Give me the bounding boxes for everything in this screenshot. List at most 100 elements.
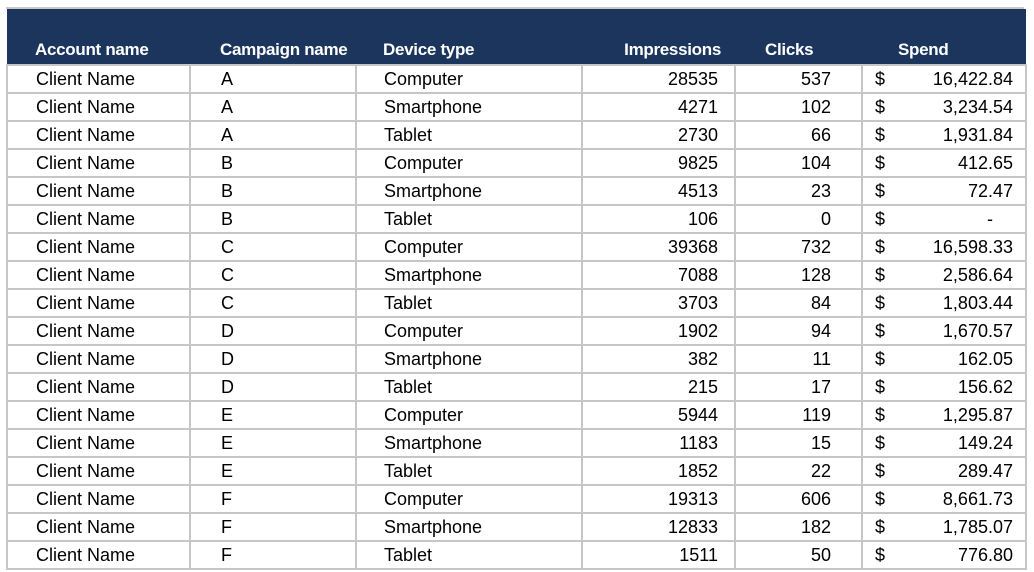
- cell-spend[interactable]: $1,803.44: [861, 288, 1027, 318]
- cell-impressions[interactable]: 382: [581, 344, 736, 374]
- cell-account[interactable]: Client Name: [6, 260, 191, 290]
- cell-spend[interactable]: $3,234.54: [861, 92, 1027, 122]
- cell-spend[interactable]: $776.80: [861, 540, 1027, 570]
- cell-account[interactable]: Client Name: [6, 120, 191, 150]
- header-clicks[interactable]: Clicks: [735, 9, 862, 65]
- cell-account[interactable]: Client Name: [6, 288, 191, 318]
- cell-clicks[interactable]: 0: [734, 204, 863, 234]
- cell-device[interactable]: Computer: [355, 484, 583, 514]
- cell-clicks[interactable]: 128: [734, 260, 863, 290]
- cell-clicks[interactable]: 23: [734, 176, 863, 206]
- cell-clicks[interactable]: 119: [734, 400, 863, 430]
- cell-device[interactable]: Tablet: [355, 456, 583, 486]
- header-campaign[interactable]: Campaign name: [190, 9, 356, 65]
- cell-impressions[interactable]: 1852: [581, 456, 736, 486]
- cell-impressions[interactable]: 12833: [581, 512, 736, 542]
- cell-account[interactable]: Client Name: [6, 456, 191, 486]
- cell-impressions[interactable]: 106: [581, 204, 736, 234]
- cell-device[interactable]: Smartphone: [355, 428, 583, 458]
- header-impressions[interactable]: Impressions: [582, 9, 735, 65]
- cell-device[interactable]: Computer: [355, 148, 583, 178]
- cell-spend[interactable]: $ -: [861, 204, 1027, 234]
- cell-campaign[interactable]: F: [189, 512, 357, 542]
- cell-clicks[interactable]: 17: [734, 372, 863, 402]
- cell-impressions[interactable]: 5944: [581, 400, 736, 430]
- cell-account[interactable]: Client Name: [6, 232, 191, 262]
- cell-device[interactable]: Smartphone: [355, 176, 583, 206]
- cell-impressions[interactable]: 1902: [581, 316, 736, 346]
- cell-spend[interactable]: $8,661.73: [861, 484, 1027, 514]
- cell-account[interactable]: Client Name: [6, 176, 191, 206]
- cell-clicks[interactable]: 50: [734, 540, 863, 570]
- cell-account[interactable]: Client Name: [6, 540, 191, 570]
- cell-impressions[interactable]: 3703: [581, 288, 736, 318]
- cell-spend[interactable]: $72.47: [861, 176, 1027, 206]
- cell-campaign[interactable]: C: [189, 288, 357, 318]
- cell-device[interactable]: Tablet: [355, 204, 583, 234]
- cell-account[interactable]: Client Name: [6, 512, 191, 542]
- cell-clicks[interactable]: 11: [734, 344, 863, 374]
- cell-campaign[interactable]: E: [189, 428, 357, 458]
- cell-device[interactable]: Smartphone: [355, 512, 583, 542]
- cell-spend[interactable]: $1,670.57: [861, 316, 1027, 346]
- cell-clicks[interactable]: 66: [734, 120, 863, 150]
- cell-campaign[interactable]: D: [189, 316, 357, 346]
- cell-spend[interactable]: $1,785.07: [861, 512, 1027, 542]
- cell-device[interactable]: Tablet: [355, 120, 583, 150]
- cell-impressions[interactable]: 19313: [581, 484, 736, 514]
- cell-spend[interactable]: $1,295.87: [861, 400, 1027, 430]
- cell-account[interactable]: Client Name: [6, 204, 191, 234]
- cell-campaign[interactable]: A: [189, 120, 357, 150]
- cell-clicks[interactable]: 182: [734, 512, 863, 542]
- cell-campaign[interactable]: D: [189, 344, 357, 374]
- cell-spend[interactable]: $156.62: [861, 372, 1027, 402]
- cell-clicks[interactable]: 606: [734, 484, 863, 514]
- cell-clicks[interactable]: 22: [734, 456, 863, 486]
- cell-impressions[interactable]: 7088: [581, 260, 736, 290]
- cell-device[interactable]: Tablet: [355, 372, 583, 402]
- header-account[interactable]: Account name: [7, 9, 190, 65]
- cell-campaign[interactable]: F: [189, 540, 357, 570]
- cell-device[interactable]: Tablet: [355, 288, 583, 318]
- cell-campaign[interactable]: B: [189, 176, 357, 206]
- cell-campaign[interactable]: B: [189, 204, 357, 234]
- cell-clicks[interactable]: 104: [734, 148, 863, 178]
- cell-account[interactable]: Client Name: [6, 428, 191, 458]
- cell-spend[interactable]: $16,598.33: [861, 232, 1027, 262]
- cell-clicks[interactable]: 84: [734, 288, 863, 318]
- cell-account[interactable]: Client Name: [6, 344, 191, 374]
- cell-device[interactable]: Computer: [355, 316, 583, 346]
- cell-clicks[interactable]: 732: [734, 232, 863, 262]
- cell-impressions[interactable]: 39368: [581, 232, 736, 262]
- cell-impressions[interactable]: 2730: [581, 120, 736, 150]
- cell-account[interactable]: Client Name: [6, 400, 191, 430]
- cell-account[interactable]: Client Name: [6, 64, 191, 94]
- cell-clicks[interactable]: 15: [734, 428, 863, 458]
- cell-campaign[interactable]: E: [189, 400, 357, 430]
- cell-impressions[interactable]: 28535: [581, 64, 736, 94]
- cell-device[interactable]: Computer: [355, 64, 583, 94]
- cell-campaign[interactable]: A: [189, 64, 357, 94]
- cell-spend[interactable]: $162.05: [861, 344, 1027, 374]
- cell-campaign[interactable]: A: [189, 92, 357, 122]
- cell-device[interactable]: Smartphone: [355, 344, 583, 374]
- cell-campaign[interactable]: B: [189, 148, 357, 178]
- cell-spend[interactable]: $16,422.84: [861, 64, 1027, 94]
- cell-clicks[interactable]: 102: [734, 92, 863, 122]
- cell-impressions[interactable]: 4513: [581, 176, 736, 206]
- cell-spend[interactable]: $2,586.64: [861, 260, 1027, 290]
- cell-account[interactable]: Client Name: [6, 92, 191, 122]
- cell-device[interactable]: Computer: [355, 232, 583, 262]
- cell-account[interactable]: Client Name: [6, 372, 191, 402]
- cell-campaign[interactable]: C: [189, 260, 357, 290]
- cell-impressions[interactable]: 4271: [581, 92, 736, 122]
- cell-campaign[interactable]: E: [189, 456, 357, 486]
- cell-impressions[interactable]: 9825: [581, 148, 736, 178]
- cell-account[interactable]: Client Name: [6, 484, 191, 514]
- cell-spend[interactable]: $412.65: [861, 148, 1027, 178]
- cell-spend[interactable]: $289.47: [861, 456, 1027, 486]
- cell-account[interactable]: Client Name: [6, 148, 191, 178]
- cell-clicks[interactable]: 537: [734, 64, 863, 94]
- header-spend[interactable]: Spend: [862, 9, 1026, 65]
- cell-device[interactable]: Smartphone: [355, 260, 583, 290]
